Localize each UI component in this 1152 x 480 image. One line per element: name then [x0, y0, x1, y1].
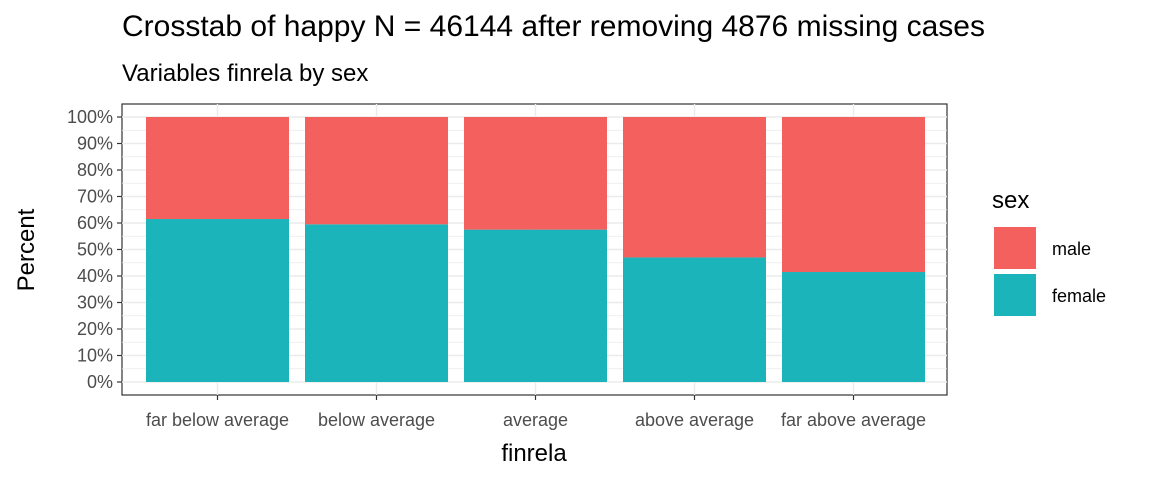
bar-female-3 — [623, 257, 766, 382]
y-tick-label: 20% — [77, 319, 113, 339]
y-tick-label: 30% — [77, 293, 113, 313]
legend-label-male: male — [1052, 239, 1091, 259]
bar-female-4 — [782, 272, 925, 382]
y-tick-label: 50% — [77, 240, 113, 260]
legend: sex male female — [992, 187, 1106, 316]
bar-male-2 — [464, 117, 607, 230]
bar-female-2 — [464, 229, 607, 382]
y-axis-title: Percent — [13, 208, 40, 291]
y-tick-label: 0% — [87, 372, 113, 392]
chart-title: Crosstab of happy N = 46144 after removi… — [122, 10, 985, 43]
x-tick-label: above average — [635, 410, 754, 430]
y-tick-label: 80% — [77, 160, 113, 180]
legend-title: sex — [992, 187, 1029, 214]
x-axis-title: finrela — [501, 440, 567, 467]
bar-female-1 — [305, 224, 448, 382]
legend-label-female: female — [1052, 286, 1106, 306]
bar-male-3 — [623, 117, 766, 258]
bar-male-1 — [305, 117, 448, 225]
y-tick-label: 60% — [77, 213, 113, 233]
y-tick-label: 10% — [77, 346, 113, 366]
bar-male-0 — [146, 117, 289, 220]
bars — [146, 117, 925, 382]
x-tick-label: below average — [318, 410, 435, 430]
y-tick-label: 100% — [67, 107, 113, 127]
x-axis: far below average below average average abo… — [146, 395, 926, 430]
y-tick-label: 70% — [77, 187, 113, 207]
legend-key-male — [994, 227, 1036, 269]
legend-key-female — [994, 274, 1036, 316]
y-tick-label: 40% — [77, 266, 113, 286]
bar-female-0 — [146, 219, 289, 382]
x-tick-label: far above average — [781, 410, 926, 430]
x-tick-label: average — [503, 410, 568, 430]
y-axis: 0% 10% 20% 30% 40% 50% 60% 70% 80% 90% 100% — [67, 107, 122, 392]
chart-subtitle: Variables finrela by sex — [122, 60, 369, 87]
y-tick-label: 90% — [77, 134, 113, 154]
x-tick-label: far below average — [146, 410, 289, 430]
bar-male-4 — [782, 117, 925, 273]
